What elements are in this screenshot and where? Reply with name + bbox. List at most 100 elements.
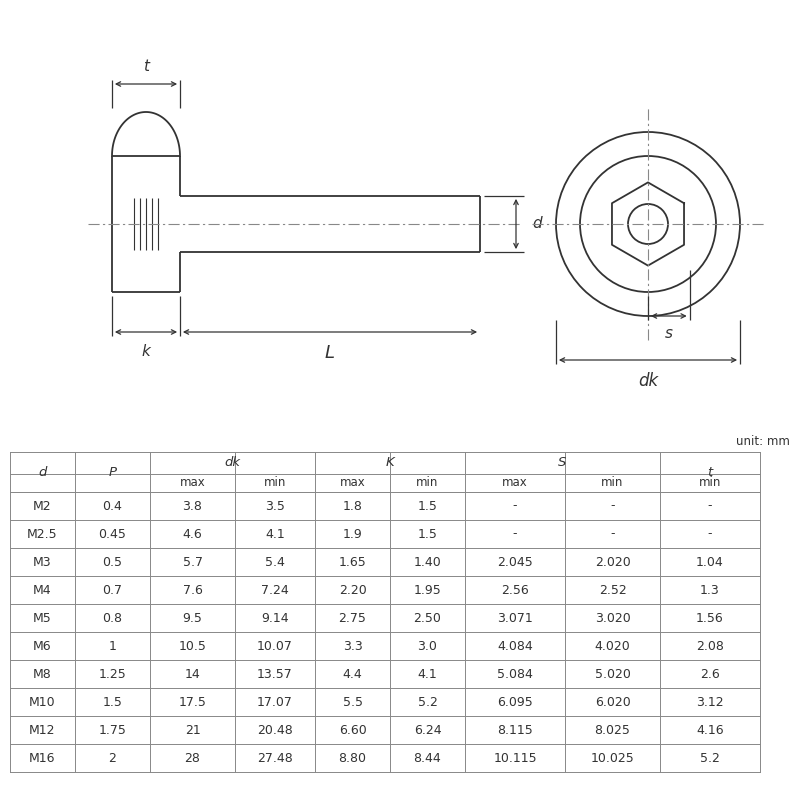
Text: 6.020: 6.020 (594, 695, 630, 709)
Text: 6.095: 6.095 (497, 695, 533, 709)
Text: 4.1: 4.1 (418, 667, 438, 681)
Text: 1.40: 1.40 (414, 555, 442, 569)
Text: 1.5: 1.5 (418, 527, 438, 541)
Text: 3.12: 3.12 (696, 695, 724, 709)
Text: S: S (558, 457, 566, 470)
Text: max: max (180, 477, 206, 490)
Text: 8.025: 8.025 (594, 723, 630, 737)
Text: 8.44: 8.44 (414, 751, 442, 765)
Text: 2.52: 2.52 (598, 583, 626, 597)
Text: max: max (340, 477, 366, 490)
Text: 4.084: 4.084 (497, 639, 533, 653)
Text: dk: dk (225, 457, 241, 470)
Text: 1.8: 1.8 (342, 499, 362, 513)
Text: M4: M4 (33, 583, 52, 597)
Text: 3.3: 3.3 (342, 639, 362, 653)
Text: -: - (513, 499, 518, 513)
Text: d: d (532, 217, 542, 231)
Text: min: min (416, 477, 438, 490)
Text: t: t (707, 466, 713, 478)
Text: -: - (513, 527, 518, 541)
Text: 28: 28 (185, 751, 201, 765)
Text: L: L (325, 344, 335, 362)
Text: 2.6: 2.6 (700, 667, 720, 681)
Text: M2: M2 (33, 499, 52, 513)
Text: 5.2: 5.2 (418, 695, 438, 709)
Text: -: - (708, 499, 712, 513)
Text: 1.9: 1.9 (342, 527, 362, 541)
Text: M8: M8 (33, 667, 52, 681)
Text: min: min (264, 477, 286, 490)
Text: s: s (665, 326, 673, 341)
Text: 6.24: 6.24 (414, 723, 442, 737)
Text: 2.045: 2.045 (497, 555, 533, 569)
Text: -: - (708, 527, 712, 541)
Text: 2.56: 2.56 (501, 583, 529, 597)
Text: 8.115: 8.115 (497, 723, 533, 737)
Text: k: k (142, 344, 150, 359)
Text: M5: M5 (33, 611, 52, 625)
Text: 1: 1 (109, 639, 117, 653)
Text: t: t (143, 59, 149, 74)
Text: 10.07: 10.07 (257, 639, 293, 653)
Text: 3.5: 3.5 (265, 499, 285, 513)
Text: 10.115: 10.115 (493, 751, 537, 765)
Text: 1.04: 1.04 (696, 555, 724, 569)
Text: 13.57: 13.57 (257, 667, 293, 681)
Text: dk: dk (638, 372, 658, 390)
Text: P: P (109, 466, 117, 478)
Text: 21: 21 (185, 723, 200, 737)
Text: 4.16: 4.16 (696, 723, 724, 737)
Text: 2.020: 2.020 (594, 555, 630, 569)
Text: 1.65: 1.65 (338, 555, 366, 569)
Text: 5.4: 5.4 (265, 555, 285, 569)
Text: min: min (699, 477, 721, 490)
Text: M10: M10 (29, 695, 56, 709)
Text: 5.020: 5.020 (594, 667, 630, 681)
Text: 2.20: 2.20 (338, 583, 366, 597)
Text: 5.7: 5.7 (182, 555, 202, 569)
Text: 0.45: 0.45 (98, 527, 126, 541)
Text: K: K (386, 457, 394, 470)
Text: 4.4: 4.4 (342, 667, 362, 681)
Text: -: - (610, 527, 614, 541)
Text: 1.75: 1.75 (98, 723, 126, 737)
Text: unit: mm: unit: mm (736, 435, 790, 448)
Text: 0.4: 0.4 (102, 499, 122, 513)
Text: 1.95: 1.95 (414, 583, 442, 597)
Text: 4.6: 4.6 (182, 527, 202, 541)
Text: M12: M12 (30, 723, 56, 737)
Text: 3.0: 3.0 (418, 639, 438, 653)
Text: 20.48: 20.48 (257, 723, 293, 737)
Text: 1.5: 1.5 (102, 695, 122, 709)
Text: 0.5: 0.5 (102, 555, 122, 569)
Text: 4.1: 4.1 (265, 527, 285, 541)
Text: 1.3: 1.3 (700, 583, 720, 597)
Text: max: max (502, 477, 528, 490)
Text: d: d (38, 466, 46, 478)
Text: 17.07: 17.07 (257, 695, 293, 709)
Text: 1.56: 1.56 (696, 611, 724, 625)
Text: 0.7: 0.7 (102, 583, 122, 597)
Text: 2.75: 2.75 (338, 611, 366, 625)
Text: 8.80: 8.80 (338, 751, 366, 765)
Text: 1.25: 1.25 (98, 667, 126, 681)
Text: -: - (610, 499, 614, 513)
Text: 7.6: 7.6 (182, 583, 202, 597)
Text: 2: 2 (109, 751, 117, 765)
Text: M6: M6 (33, 639, 52, 653)
Text: 5.2: 5.2 (700, 751, 720, 765)
Text: 3.8: 3.8 (182, 499, 202, 513)
Text: 9.5: 9.5 (182, 611, 202, 625)
Text: 14: 14 (185, 667, 200, 681)
Text: 17.5: 17.5 (178, 695, 206, 709)
Text: 10.5: 10.5 (178, 639, 206, 653)
Text: 7.24: 7.24 (261, 583, 289, 597)
Text: 4.020: 4.020 (594, 639, 630, 653)
Text: 0.8: 0.8 (102, 611, 122, 625)
Text: M3: M3 (33, 555, 52, 569)
Text: 27.48: 27.48 (257, 751, 293, 765)
Text: 3.071: 3.071 (497, 611, 533, 625)
Text: M16: M16 (30, 751, 56, 765)
Text: 9.14: 9.14 (261, 611, 289, 625)
